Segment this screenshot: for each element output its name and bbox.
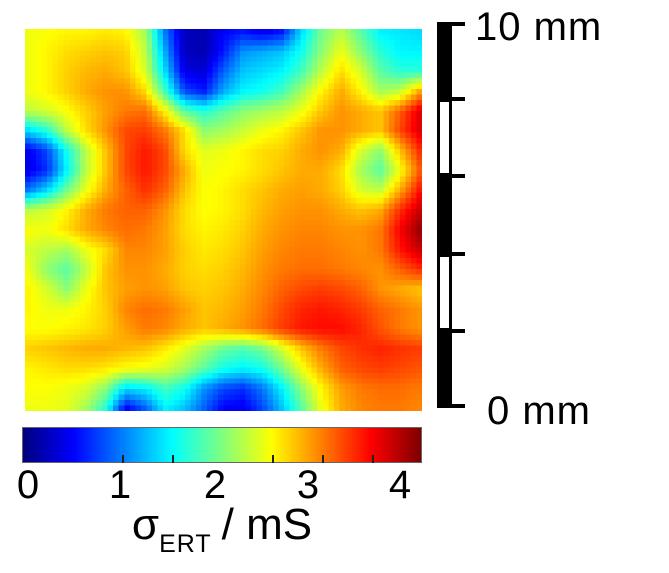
colorbar-tick-label: 3 [296,463,320,507]
axis-unit-label: / mS [221,500,313,549]
scale-bar-tick [452,404,465,408]
scale-bar-segment [437,330,452,408]
physical-scale-bar [437,22,452,408]
scale-max-label: 10 mm [475,5,603,49]
scale-bar-tick [452,174,465,179]
sigma-symbol: σ [131,500,160,549]
colorbar-axis-label: σERT / mS [131,500,313,557]
colorbar-minor-tick [372,455,374,463]
ert-heatmap [25,29,422,411]
scale-bar-segment [437,99,452,177]
colorbar-gradient [22,427,422,463]
colorbar-tick-label: 0 [16,463,40,507]
scale-bar-tick [452,328,465,333]
colorbar-tick-label: 2 [203,463,227,507]
scale-bar-segment [437,22,452,100]
scale-bar-tick [452,251,465,256]
colorbar-minor-tick [272,455,274,463]
scale-bar-segment [437,176,452,254]
scale-bar-tick [452,22,465,26]
scale-bar-tick [452,97,465,102]
scale-bar-segment [437,253,452,331]
sigma-subscript: ERT [159,530,212,558]
colorbar-minor-tick [172,455,174,463]
colorbar-tick-label: 1 [108,463,132,507]
colorbar-minor-tick [122,455,124,463]
colorbar-tick-label: 4 [388,463,412,507]
scale-min-label: 0 mm [487,389,591,433]
colorbar-minor-tick [322,455,324,463]
